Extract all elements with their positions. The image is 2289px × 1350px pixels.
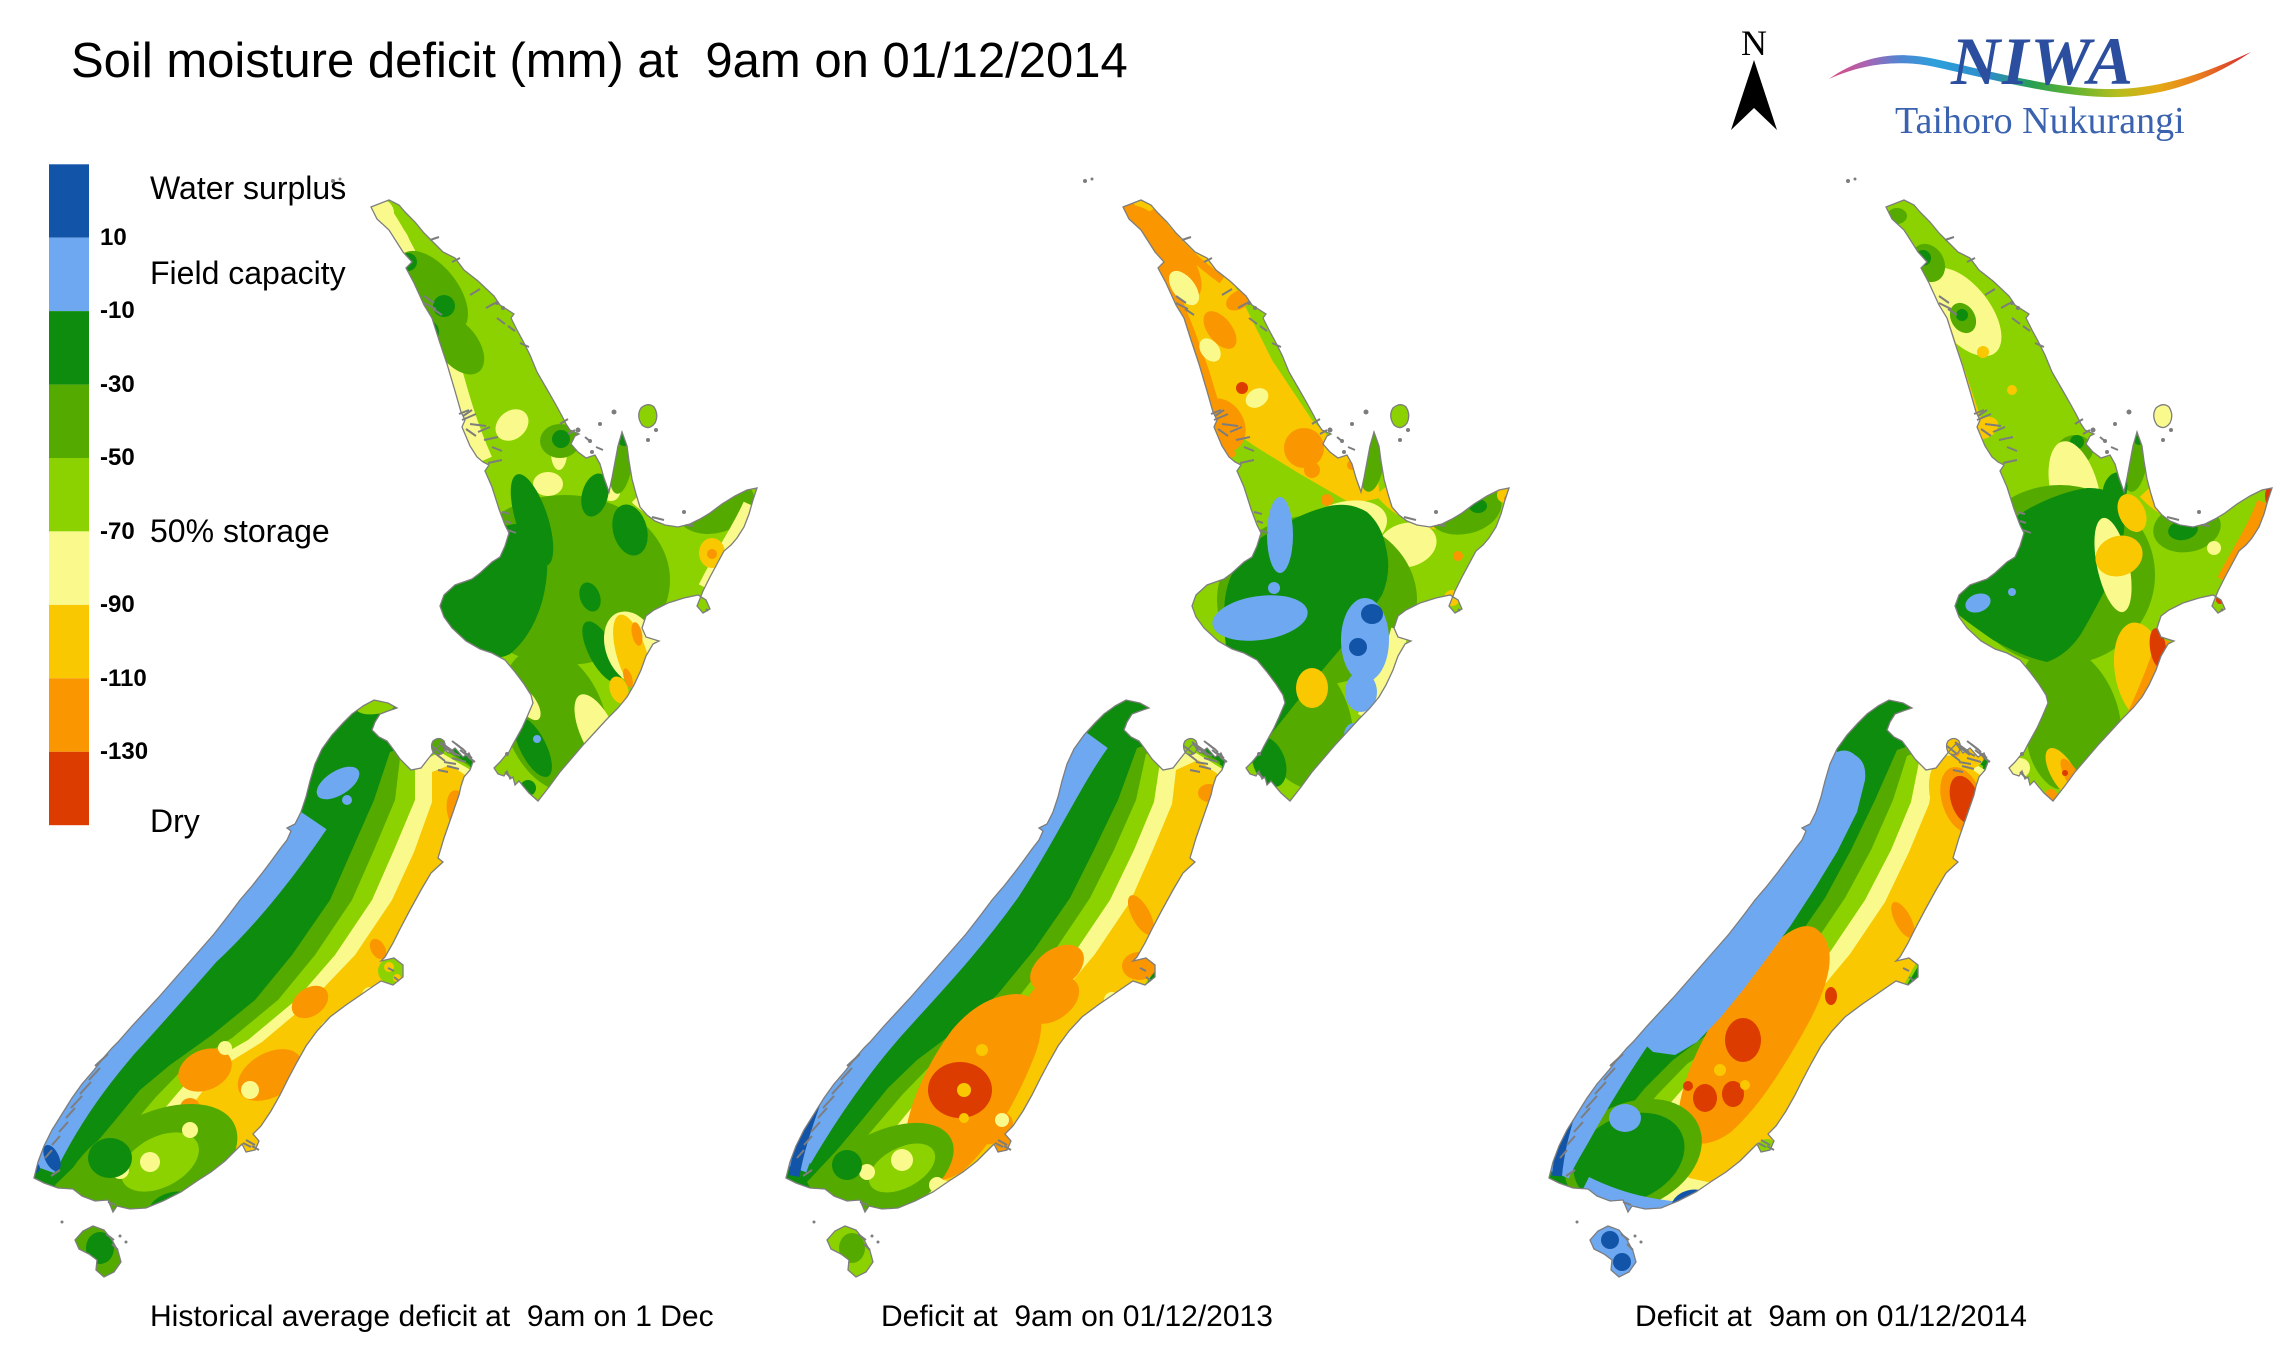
svg-text:NIWA: NIWA [1950,23,2133,99]
svg-text:N: N [1741,23,1767,63]
svg-text:Taihoro Nukurangi: Taihoro Nukurangi [1895,100,2185,142]
